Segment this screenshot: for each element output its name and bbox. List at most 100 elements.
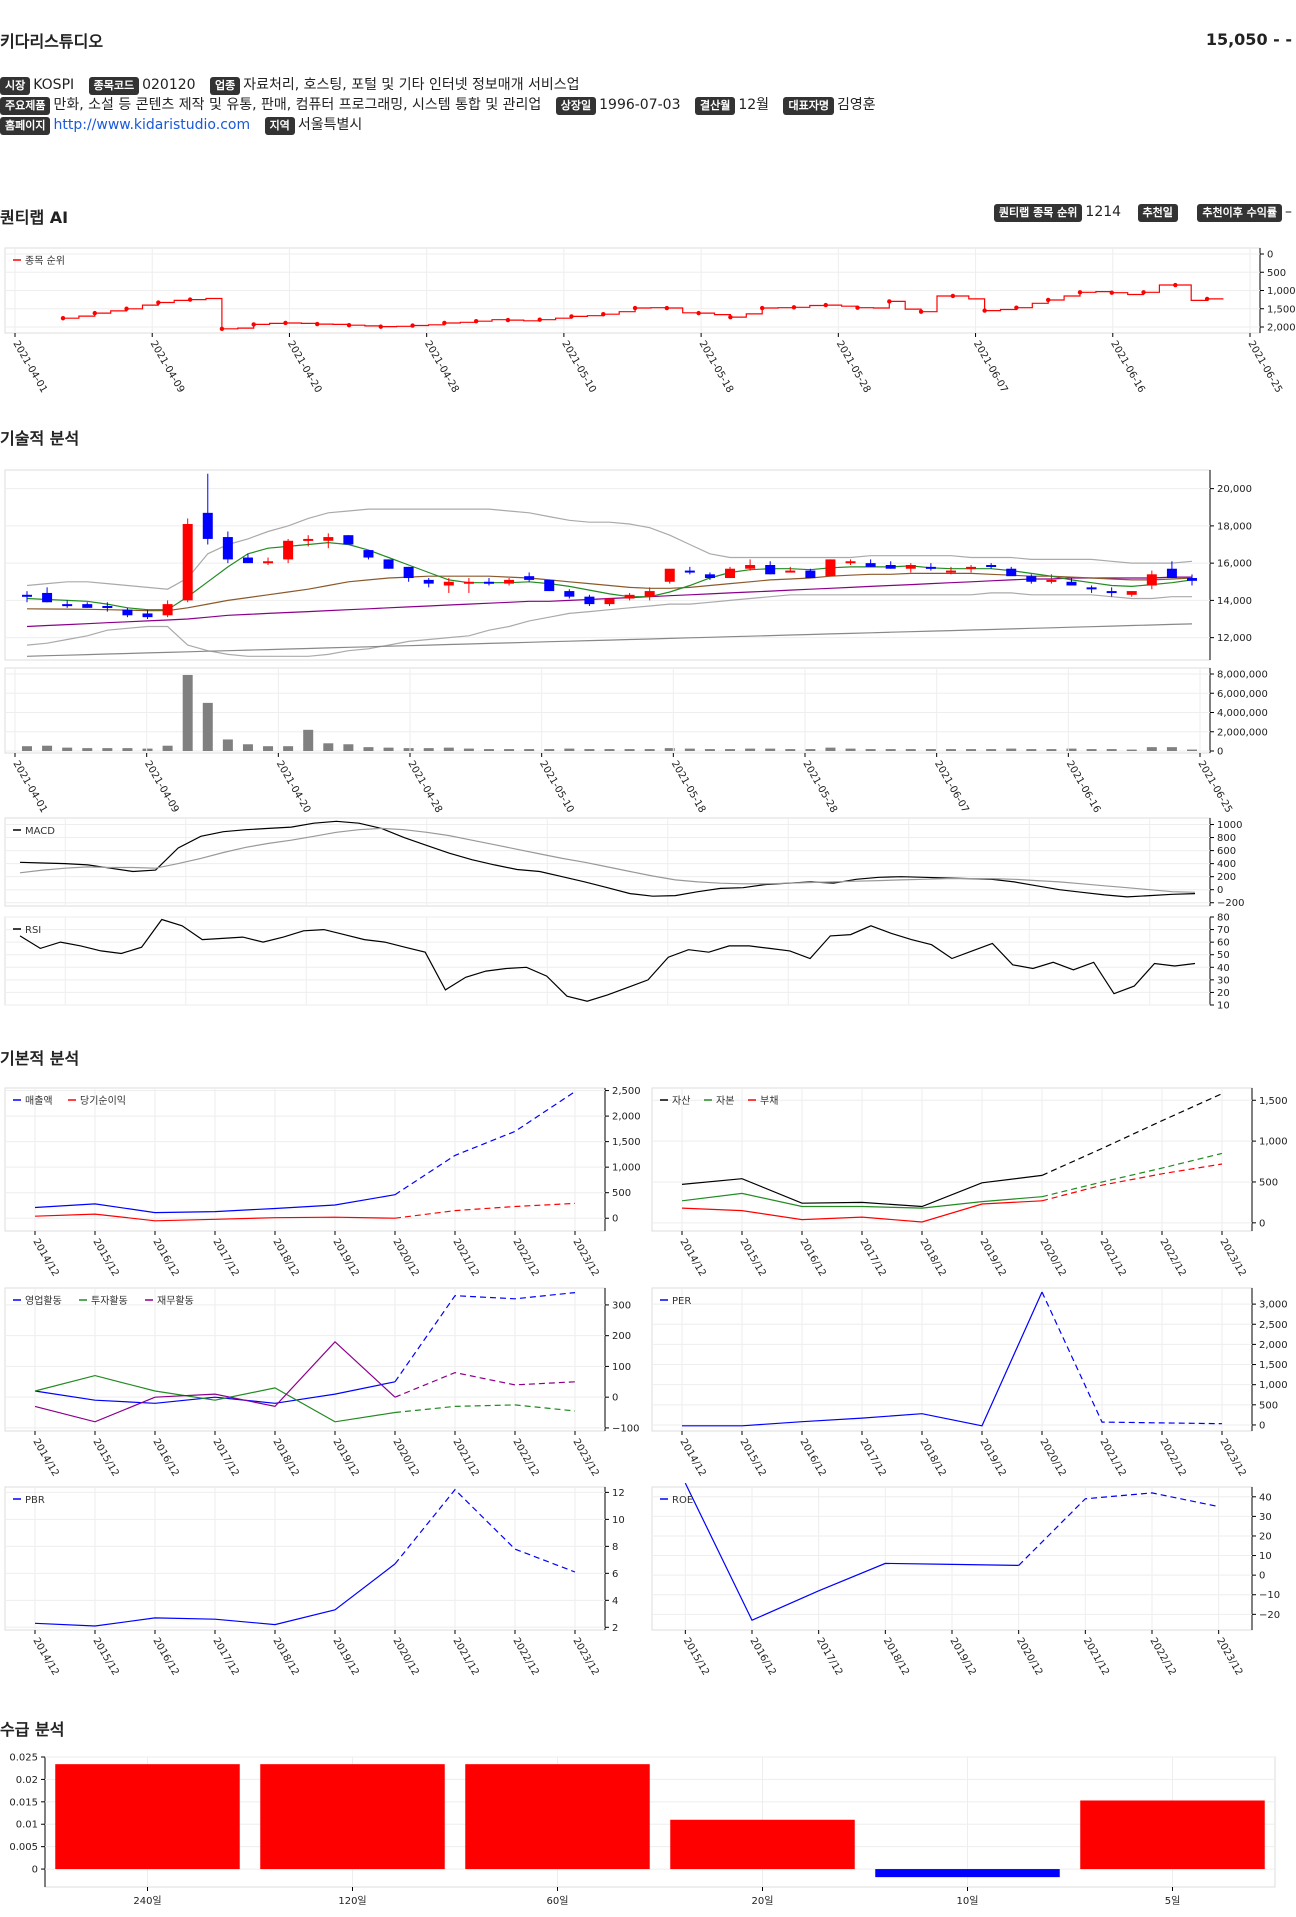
roe-chart-y-tick-label: −10 (1259, 1590, 1280, 1601)
rec-return-value: – (1285, 204, 1292, 220)
volume-chart-y-tick-label: 0 (1217, 747, 1223, 758)
cashflow-chart-x-tick-label: 2019/12 (330, 1437, 360, 1478)
volume-bar (62, 747, 73, 751)
per-chart-x-tick-label: 2015/12 (737, 1437, 767, 1478)
info-row-3: 홈페이지 http://www.kidaristudio.com 지역 서울특별시 (0, 115, 372, 135)
volume-bar (142, 748, 153, 751)
rank-chart-legend-label: 종목 순위 (25, 254, 65, 267)
rank-point (632, 305, 638, 311)
sales-chart-x-tick-label: 2014/12 (30, 1237, 60, 1278)
balance-chart-legend-label: 부채 (760, 1095, 778, 1107)
rank-point (887, 299, 892, 304)
rank-point (950, 293, 956, 299)
macd-chart-y-tick-label: 600 (1217, 846, 1236, 857)
supply-chart-x-tick-label: 5일 (1165, 1895, 1181, 1907)
rsi-chart-y-tick-label: 40 (1217, 963, 1230, 974)
balance-chart-x-tick-label: 2015/12 (737, 1237, 767, 1278)
macd-chart-y-tick-label: 800 (1217, 833, 1236, 844)
rank-point (283, 320, 288, 326)
per-chart-x-tick-label: 2017/12 (857, 1437, 887, 1478)
volume-chart-x-tick-label: 2021-04-01 (10, 759, 49, 815)
candle-body (765, 565, 776, 575)
candle-body (825, 559, 836, 577)
candle-body (1166, 568, 1177, 579)
rank-chart-x-tick-label: 2021-04-20 (285, 339, 324, 395)
candle-body (986, 565, 997, 567)
listing-value: 1996-07-03 (599, 97, 681, 113)
roe-chart-x-tick-label: 2022/12 (1147, 1636, 1177, 1677)
price-chart-y-tick-label: 20,000 (1217, 484, 1252, 495)
candle-body (1086, 587, 1097, 590)
candle-body (1146, 574, 1157, 586)
rank-point (855, 305, 860, 310)
rank-point (1204, 296, 1210, 302)
volume-bar (745, 748, 756, 751)
per-chart-y-tick-label: 3,000 (1259, 1300, 1288, 1311)
sales-chart-legend-label: 매출액 (25, 1095, 53, 1107)
balance-series-2-forecast-line (1041, 1163, 1223, 1202)
rank-point (60, 316, 66, 321)
supply-chart-x-tick-label: 240일 (133, 1895, 161, 1907)
volume-bar (1046, 749, 1057, 751)
roe-chart-y-tick-label: 20 (1259, 1531, 1272, 1542)
cashflow-chart-y-tick-label: 300 (612, 1300, 631, 1311)
volume-bar (584, 749, 595, 751)
pbr-series-0-forecast-line (394, 1488, 576, 1573)
volume-bar (604, 749, 615, 751)
pbr-chart-x-tick-label: 2021/12 (450, 1636, 480, 1677)
candle-body (644, 591, 655, 597)
candle-body (323, 537, 334, 541)
sales-chart-y-tick-label: 1,000 (612, 1163, 641, 1174)
balance-chart-legend-label: 자본 (716, 1095, 734, 1107)
volume-bar (684, 748, 695, 751)
rank-point (569, 314, 574, 319)
cashflow-chart-legend-label: 재무활동 (157, 1294, 194, 1307)
fund-section-title: 기본적 분석 (0, 1049, 80, 1068)
volume-bar (122, 748, 133, 751)
candle-body (182, 524, 193, 601)
volume-bar (1187, 749, 1197, 751)
supply-bar (55, 1764, 240, 1870)
candle-body (805, 570, 816, 579)
rank-chart-x-tick-label: 2021-05-28 (834, 339, 873, 395)
balance-series-1-actual-line (681, 1192, 1043, 1209)
candle-body (684, 570, 695, 573)
volume-bar (1126, 749, 1137, 751)
volume-bar (564, 748, 575, 751)
price-ma5-line (26, 541, 1193, 611)
volume-bar (1086, 749, 1097, 751)
homepage-link[interactable]: http://www.kidaristudio.com (53, 117, 251, 133)
volume-bar (222, 739, 233, 751)
candle-body (142, 613, 153, 618)
volume-bar (443, 747, 454, 751)
candle-body (423, 579, 434, 584)
pbr-chart-x-tick-label: 2019/12 (330, 1636, 360, 1677)
volume-chart-x-tick-label: 2021-05-10 (537, 759, 576, 815)
cashflow-series-0-actual-line (34, 1381, 396, 1404)
macd-macd-line (19, 820, 1196, 898)
balance-series-0-forecast-line (1041, 1093, 1223, 1176)
sales-chart-x-tick-label: 2017/12 (210, 1237, 240, 1278)
rank-chart-x-tick-label: 2021-04-01 (10, 339, 49, 395)
rsi-line (19, 918, 1196, 1002)
candle-body (62, 604, 73, 607)
supply-chart-x-tick-label: 10일 (957, 1895, 979, 1907)
info-row-2: 주요제품 만화, 소설 등 콘텐츠 제작 및 유통, 판매, 컴퓨터 프로그래밍,… (0, 95, 886, 115)
roe-chart-x-tick-label: 2017/12 (814, 1636, 844, 1677)
rank-point (156, 300, 161, 305)
per-chart-y-tick-label: 2,500 (1259, 1320, 1288, 1331)
balance-series-0-actual-line (681, 1174, 1043, 1208)
volume-bar (1066, 748, 1077, 751)
rank-point (410, 323, 415, 328)
candle-body (22, 594, 32, 597)
cashflow-series-2-forecast-line (394, 1371, 576, 1398)
per-series-0-actual-line (682, 1291, 1043, 1427)
code-value: 020120 (142, 77, 196, 93)
supply-section-title: 수급 분석 (0, 1720, 65, 1739)
region-value: 서울특별시 (297, 117, 363, 133)
cashflow-chart-legend-label: 영업활동 (25, 1294, 62, 1307)
price-ma20-line (26, 572, 1193, 612)
pbr-chart-x-tick-label: 2014/12 (30, 1636, 60, 1677)
volume-bar (343, 744, 354, 751)
rsi-chart-y-tick-label: 70 (1217, 925, 1230, 936)
